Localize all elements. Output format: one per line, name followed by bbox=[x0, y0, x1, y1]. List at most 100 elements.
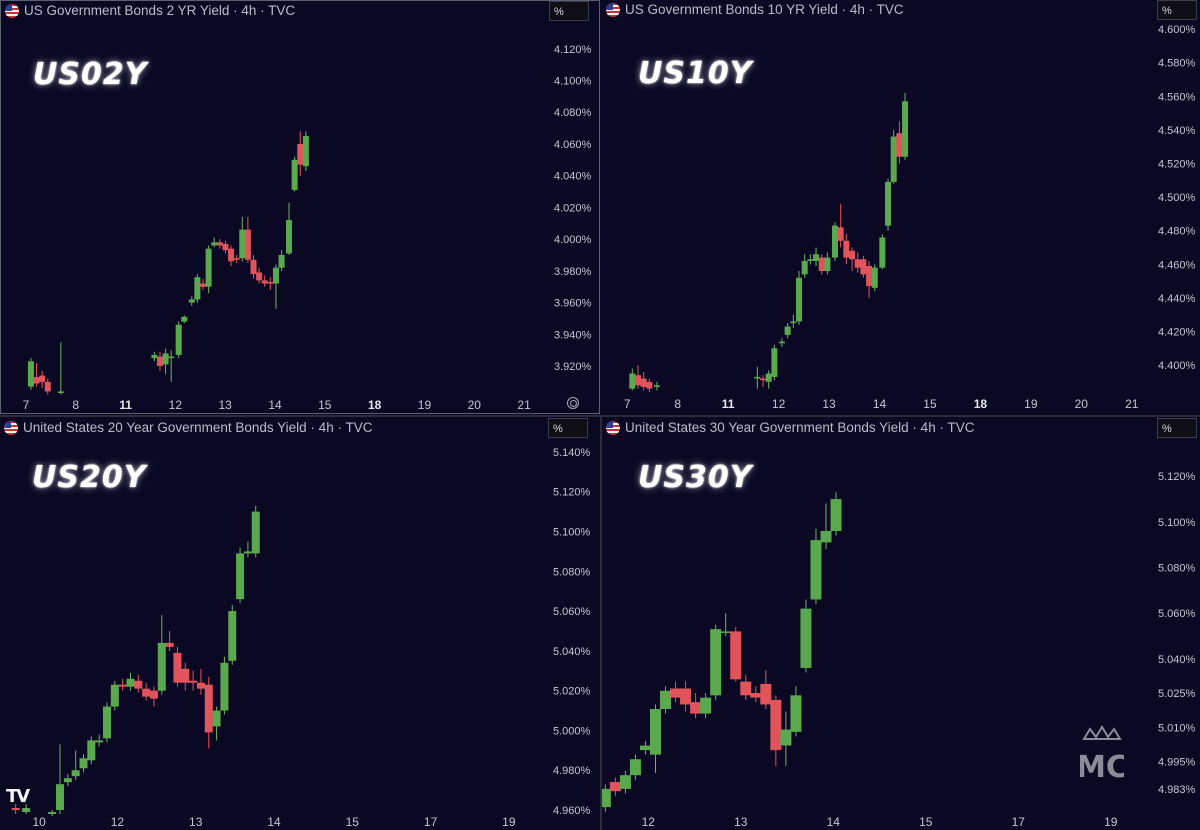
candle bbox=[843, 234, 850, 265]
unit-badge[interactable]: % bbox=[548, 418, 588, 438]
candle bbox=[690, 693, 702, 719]
chart-header: United States 20 Year Government Bonds Y… bbox=[4, 420, 372, 435]
candle-body bbox=[634, 375, 641, 386]
candlestick-chart[interactable]: 5.120% 5.100% 5.080% 5.060% 5.040% 5.025% 5.01… bbox=[602, 418, 1200, 830]
settings-gear-icon[interactable] bbox=[567, 397, 579, 409]
chart-panel-us10y[interactable]: US Government Bonds 10 YR Yield · 4h · T… bbox=[602, 0, 1200, 414]
panel-divider-vertical[interactable] bbox=[600, 415, 602, 830]
chart-panel-us20y[interactable]: United States 20 Year Government Bonds Y… bbox=[0, 418, 600, 830]
candle bbox=[278, 250, 285, 271]
x-tick-label: 14 bbox=[267, 815, 281, 829]
x-tick-label: 12 bbox=[642, 815, 656, 829]
candle-body bbox=[181, 316, 188, 322]
candle bbox=[619, 770, 631, 794]
candle bbox=[239, 216, 246, 262]
y-tick-label: 5.100% bbox=[553, 527, 591, 539]
x-tick-label: 17 bbox=[1012, 815, 1026, 829]
candle-body bbox=[885, 181, 892, 226]
candle bbox=[173, 646, 182, 687]
candle bbox=[634, 365, 641, 389]
chart-panel-us02y[interactable]: US Government Bonds 2 YR Yield · 4h · TV… bbox=[0, 0, 600, 414]
y-tick-label: 5.100% bbox=[1158, 517, 1196, 529]
candle-body bbox=[286, 220, 293, 254]
y-tick-label: 4.120% bbox=[554, 44, 592, 56]
candle-body bbox=[261, 280, 268, 284]
candle-body bbox=[27, 361, 34, 387]
candlestick-chart[interactable]: 4.120% 4.100% 4.080% 4.060% 4.040% 4.020% 4.00… bbox=[1, 1, 600, 414]
candle-body bbox=[181, 668, 190, 683]
candle bbox=[189, 670, 198, 691]
candle bbox=[720, 613, 732, 636]
y-tick-label: 4.080% bbox=[554, 107, 592, 119]
candle bbox=[181, 315, 188, 324]
candle-body bbox=[173, 652, 182, 683]
y-tick-label: 4.420% bbox=[1158, 327, 1196, 339]
x-tick-label: 19 bbox=[1024, 397, 1038, 411]
y-tick-label: 4.040% bbox=[554, 171, 592, 183]
candle-body bbox=[199, 283, 206, 287]
candle bbox=[885, 178, 892, 231]
candle bbox=[700, 693, 712, 719]
y-tick-label: 4.540% bbox=[1158, 125, 1196, 137]
candle-body bbox=[754, 376, 761, 379]
candle bbox=[871, 264, 878, 292]
candle bbox=[680, 681, 692, 712]
x-tick-label: 12 bbox=[111, 815, 125, 829]
candle bbox=[790, 314, 797, 329]
candle bbox=[205, 245, 212, 294]
candle-body bbox=[670, 688, 682, 698]
candle bbox=[56, 744, 65, 814]
candle bbox=[71, 750, 80, 781]
x-tick-label: 11 bbox=[722, 397, 735, 411]
candle bbox=[807, 254, 814, 265]
candle-body bbox=[278, 255, 285, 268]
candle bbox=[790, 686, 802, 737]
candle-body bbox=[740, 681, 752, 696]
candle bbox=[22, 804, 31, 814]
candle bbox=[244, 216, 251, 263]
candle bbox=[168, 350, 175, 382]
unit-badge[interactable]: % bbox=[1157, 0, 1197, 20]
candle bbox=[639, 740, 651, 755]
candle-body bbox=[831, 225, 838, 258]
candle bbox=[810, 528, 822, 605]
candlestick-chart[interactable]: 4.600% 4.580% 4.560% 4.540% 4.520% 4.500% 4.48… bbox=[602, 0, 1200, 414]
candle-body bbox=[680, 688, 692, 705]
candle bbox=[110, 680, 119, 711]
candle-body bbox=[63, 778, 72, 783]
candle bbox=[760, 375, 767, 387]
candle-body bbox=[302, 136, 309, 167]
candle-body bbox=[813, 254, 820, 261]
candle bbox=[87, 736, 96, 765]
candle bbox=[188, 296, 195, 306]
unit-badge[interactable]: % bbox=[549, 1, 589, 21]
y-tick-label: 5.080% bbox=[553, 566, 591, 578]
candle bbox=[780, 711, 792, 767]
candle-body bbox=[297, 143, 304, 165]
candle-body bbox=[639, 745, 651, 751]
candle-body bbox=[609, 782, 621, 792]
candle bbox=[272, 264, 279, 309]
x-tick-label: 15 bbox=[923, 397, 937, 411]
chart-panel-us30y[interactable]: United States 30 Year Government Bonds Y… bbox=[602, 418, 1200, 830]
candle bbox=[102, 702, 111, 743]
candlestick-chart[interactable]: 5.140% 5.120% 5.100% 5.080% 5.060% 5.040% 5.02… bbox=[0, 418, 600, 830]
x-tick-label: 20 bbox=[1075, 397, 1089, 411]
candle bbox=[256, 267, 263, 284]
candle bbox=[602, 784, 611, 812]
candle bbox=[211, 237, 218, 248]
candle bbox=[243, 541, 252, 558]
candle-body bbox=[220, 662, 229, 711]
candle bbox=[795, 271, 802, 325]
x-tick-label: 8 bbox=[72, 398, 79, 412]
candle-body bbox=[188, 299, 195, 303]
candle bbox=[609, 777, 621, 796]
candle-body bbox=[780, 729, 792, 746]
chart-title: United States 20 Year Government Bonds Y… bbox=[23, 420, 373, 435]
tradingview-logo[interactable]: TV bbox=[6, 786, 30, 807]
candle-body bbox=[149, 690, 158, 699]
unit-badge[interactable]: % bbox=[1157, 418, 1197, 438]
candle bbox=[740, 674, 752, 700]
candle bbox=[27, 358, 34, 390]
y-tick-label: 4.440% bbox=[1158, 293, 1196, 305]
